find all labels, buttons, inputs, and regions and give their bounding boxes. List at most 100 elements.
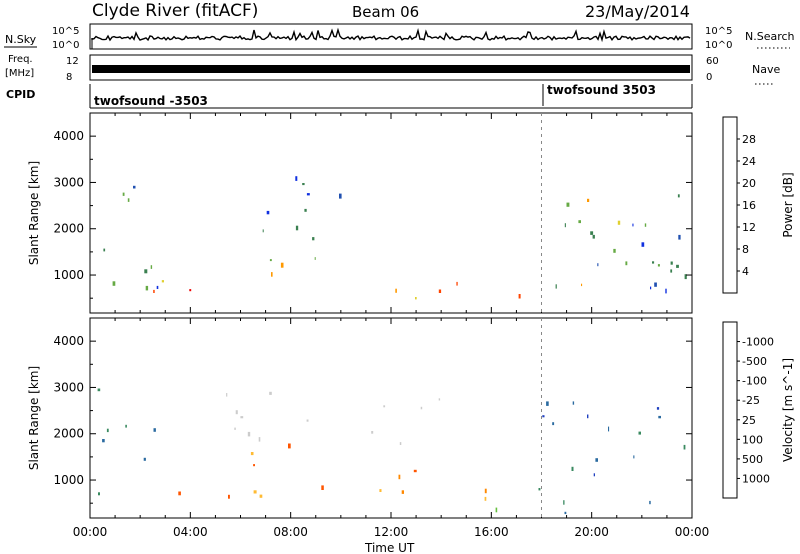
range-cell xyxy=(593,473,595,477)
range-cell xyxy=(638,431,641,435)
range-cell xyxy=(240,416,244,419)
range-cell xyxy=(150,265,153,269)
range-cell xyxy=(153,289,155,293)
range-cell xyxy=(649,500,651,505)
colorbar-tick-label: 4 xyxy=(742,265,749,278)
y-axis-label: Slant Range [km] xyxy=(27,366,41,470)
range-cell xyxy=(262,229,264,233)
range-cell xyxy=(306,419,309,422)
range-cell xyxy=(97,388,101,392)
range-cell xyxy=(597,263,599,267)
velocity-colorbar: 1000 500 100 25 -25 -100 -500 -1000 Velocity [m … xyxy=(722,321,795,499)
range-cell xyxy=(178,491,181,496)
range-cell xyxy=(670,269,673,273)
range-cell xyxy=(312,237,315,241)
colorbar-tick-label: 100 xyxy=(742,433,763,446)
range-cell xyxy=(127,198,130,202)
nsky-tick-top: 10^5 xyxy=(52,26,79,37)
y-axis-label: Slant Range [km] xyxy=(27,161,41,265)
range-cell xyxy=(552,422,555,426)
range-cell xyxy=(613,248,616,253)
range-cell xyxy=(652,261,655,264)
range-cell xyxy=(415,297,417,300)
range-cell xyxy=(306,193,310,196)
freq-tick-top: 12 xyxy=(66,56,79,67)
range-cell xyxy=(395,288,397,293)
station-title: Clyde River (fitACF) xyxy=(92,1,258,21)
range-cell xyxy=(665,288,667,294)
range-cell xyxy=(269,259,272,262)
range-cell xyxy=(133,185,136,189)
range-cell xyxy=(555,284,557,289)
power-colorbar: 4 8 12 16 20 24 28 Power [dB] xyxy=(722,116,795,294)
y-tick-label: 2000 xyxy=(53,222,84,236)
range-cell xyxy=(617,220,621,225)
range-cell xyxy=(266,210,270,215)
y-tick-label: 1000 xyxy=(53,473,84,487)
colorbar-tick-label: -1000 xyxy=(742,336,774,349)
colorbar-tick-label: 28 xyxy=(742,133,756,146)
range-cell xyxy=(656,407,660,410)
range-cell xyxy=(401,490,404,494)
nsearch-label: N.Search xyxy=(745,30,795,43)
range-cell xyxy=(595,458,598,462)
range-cell xyxy=(269,391,272,395)
beam-label: Beam 06 xyxy=(352,3,419,21)
freq-tick-bottom: 8 xyxy=(66,72,72,83)
range-cell xyxy=(226,393,228,397)
range-cell xyxy=(633,455,635,459)
colorbar-label: Velocity [m s^-1] xyxy=(781,358,795,462)
range-cell xyxy=(234,427,236,430)
vel-data-cells xyxy=(97,388,686,515)
range-cell xyxy=(161,280,164,283)
x-tick-label: 16:00 xyxy=(474,525,509,539)
range-cell xyxy=(258,437,261,442)
nave-tick-top: 60 xyxy=(706,56,719,67)
range-cell xyxy=(683,444,686,450)
range-cell xyxy=(484,496,487,501)
colorbar-tick-label: -25 xyxy=(742,394,760,407)
y-tick-label: 2000 xyxy=(53,427,84,441)
nave-label: Nave xyxy=(752,63,780,76)
y-tick-label: 4000 xyxy=(53,334,84,348)
range-cell xyxy=(103,248,106,252)
range-cell xyxy=(189,289,192,292)
range-cell xyxy=(144,269,148,274)
range-cell xyxy=(590,231,594,235)
range-cell xyxy=(250,452,254,456)
range-cell xyxy=(644,223,647,227)
range-cell xyxy=(650,286,652,290)
range-cell xyxy=(657,264,660,267)
range-cell xyxy=(253,464,255,467)
x-tick-label: 00:00 xyxy=(73,525,108,539)
range-cell xyxy=(564,223,566,228)
power-panel: 1000 2000 3000 4000 Slant Range [km] xyxy=(27,112,693,314)
range-cell xyxy=(143,457,146,461)
range-cell xyxy=(566,202,570,207)
range-cell xyxy=(538,488,541,491)
range-cell xyxy=(271,272,273,277)
colorbar-tick-label: 25 xyxy=(742,414,756,427)
range-cell xyxy=(235,410,238,415)
range-cell xyxy=(587,198,590,202)
range-cell xyxy=(145,285,149,291)
range-cell xyxy=(398,474,401,480)
nave-tick-bottom: 0 xyxy=(706,72,712,83)
range-cell xyxy=(295,225,299,231)
range-cell xyxy=(295,176,298,181)
range-cell xyxy=(112,281,116,286)
y-tick-label: 1000 xyxy=(53,268,84,282)
range-cell xyxy=(625,261,628,266)
colorbar-frame xyxy=(722,116,738,294)
range-cell xyxy=(228,494,230,499)
freq-strip: Freq. [MHz] 12 8 60 0 Nave xyxy=(5,54,780,85)
range-cell xyxy=(156,285,159,289)
time-axis-label: Time UT xyxy=(364,541,415,554)
nsky-strip: N.Sky 10^5 10^0 10^5 10^0 N.Search xyxy=(4,23,795,51)
range-cell xyxy=(658,415,661,419)
range-cell xyxy=(288,443,291,447)
range-cell xyxy=(456,281,458,286)
date-label: 23/May/2014 xyxy=(585,2,690,21)
range-cell xyxy=(379,489,382,492)
